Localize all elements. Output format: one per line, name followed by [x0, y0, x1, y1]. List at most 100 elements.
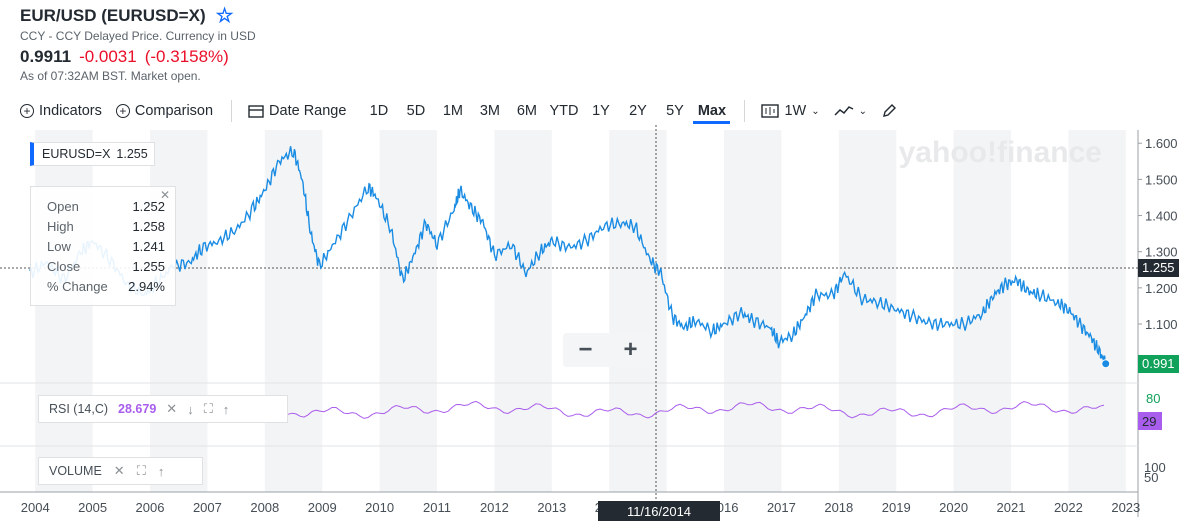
- x-tick-label: 2006: [136, 500, 165, 515]
- ohlc-label: Close: [47, 259, 81, 274]
- interval-label: 1W: [784, 103, 807, 119]
- range-1m[interactable]: 1M: [442, 103, 464, 119]
- arrow-up-icon[interactable]: ↑: [222, 401, 230, 417]
- chevron-down-icon: ⌄: [811, 105, 820, 117]
- year-band: [264, 130, 323, 492]
- indicators-label: Indicators: [39, 103, 102, 119]
- y-tick-label: 1.300: [1145, 245, 1178, 260]
- range-2y[interactable]: 2Y: [629, 103, 647, 119]
- plus-circle-icon: +: [20, 104, 34, 118]
- ohlc-tooltip: ✕ Open 1.252 High 1.258 Low 1.241 Close 1.25…: [30, 186, 176, 306]
- ohlc-value: 1.255: [132, 259, 165, 274]
- ohlc-close-row: Close 1.255: [47, 259, 165, 274]
- legend-symbol: EURUSD=X: [42, 147, 111, 161]
- star-icon[interactable]: ☆: [215, 5, 234, 27]
- expand-icon[interactable]: ⛶: [136, 463, 146, 478]
- year-band: [35, 130, 93, 492]
- quote-subtitle: CCY - CCY Delayed Price. Currency in USD: [20, 29, 256, 43]
- range-max[interactable]: Max: [693, 103, 731, 124]
- year-band: [609, 130, 667, 492]
- toolbar-divider: [744, 100, 746, 122]
- x-tick-label: 2010: [365, 500, 394, 515]
- date-range-button[interactable]: Date Range: [248, 103, 346, 119]
- x-tick-label: 2011: [423, 500, 451, 515]
- pencil-icon: [883, 104, 896, 117]
- price-change-percent: (-0.3158%): [144, 47, 229, 66]
- chart-type-select[interactable]: ⌄: [834, 105, 867, 117]
- price-change: -0.0031: [79, 47, 137, 66]
- volume-panel-legend: VOLUME ✕ ⛶ ↑: [38, 457, 203, 485]
- x-tick-label: 2017: [767, 500, 796, 515]
- chevron-down-icon: ⌄: [858, 105, 867, 117]
- draw-tool-button[interactable]: [881, 103, 897, 119]
- comparison-button[interactable]: + Comparison: [115, 103, 214, 119]
- legend-value: 1.255: [116, 147, 148, 161]
- x-tick-label: 2005: [78, 500, 107, 515]
- close-icon[interactable]: ✕: [159, 188, 170, 202]
- range-1y[interactable]: 1Y: [592, 103, 610, 119]
- x-tick-label: 2022: [1054, 500, 1083, 515]
- crosshair-price-tag: 1.255: [1138, 258, 1179, 277]
- y-tick-label: 1.400: [1145, 209, 1178, 224]
- interval-select[interactable]: 1W ⌄: [761, 103, 820, 119]
- y-tick-label: 1.200: [1145, 281, 1178, 296]
- range-ytd[interactable]: YTD: [549, 103, 579, 119]
- ohlc-label: High: [47, 219, 74, 234]
- zoom-out-button[interactable]: −: [578, 336, 593, 363]
- range-5y[interactable]: 5Y: [666, 103, 684, 119]
- range-3m[interactable]: 3M: [479, 103, 501, 119]
- current-price: 0.9911: [20, 47, 72, 66]
- price-chart[interactable]: yahoo!finance 1.6001.5001.4001.3001.2001…: [0, 125, 1200, 517]
- arrow-up-icon[interactable]: ↑: [157, 463, 165, 479]
- ohlc-low-row: Low 1.241: [47, 239, 165, 254]
- last-price-dot: [1101, 359, 1111, 369]
- zoom-controls: − +: [563, 333, 653, 367]
- y-tick-label: 1.100: [1145, 317, 1178, 332]
- volume-label: VOLUME: [49, 464, 102, 478]
- ohlc-label: Low: [47, 239, 71, 254]
- range-6m[interactable]: 6M: [516, 103, 538, 119]
- rsi-panel-legend: RSI (14,C) 28.679 ✕ ↓ ⛶ ↑: [38, 395, 288, 423]
- year-band: [494, 130, 552, 492]
- x-tick-label: 2021: [997, 500, 1026, 515]
- as-of-text: As of 07:32AM BST. Market open.: [20, 69, 201, 83]
- x-tick-label: 2007: [193, 500, 222, 515]
- price-row: 0.9911 -0.0031 (-0.3158%): [20, 47, 256, 67]
- ohlc-value: 2.94%: [128, 279, 165, 294]
- x-tick-label: 2009: [308, 500, 337, 515]
- ohlc-open-row: Open 1.252: [47, 199, 165, 214]
- rsi-value-tag: 29: [1138, 412, 1162, 430]
- year-band: [724, 130, 782, 492]
- x-tick-label: 2004: [21, 500, 50, 515]
- range-1d[interactable]: 1D: [369, 103, 389, 119]
- plus-circle-icon: +: [115, 104, 130, 118]
- chart-toolbar: + Indicators + Comparison Date Range 1D 5D…: [20, 100, 911, 124]
- x-tick-label: 2018: [824, 500, 853, 515]
- quote-title-row: EUR/USD (EURUSD=X) ☆: [20, 6, 256, 26]
- x-tick-label: 2020: [939, 500, 968, 515]
- year-band: [1068, 130, 1126, 492]
- date-range-label: Date Range: [269, 103, 347, 119]
- ohlc-value: 1.252: [132, 199, 165, 214]
- last-price-tag: 0.991: [1138, 354, 1179, 373]
- year-band: [379, 130, 438, 492]
- zoom-in-button[interactable]: +: [623, 336, 638, 363]
- x-tick-label: 2012: [480, 500, 509, 515]
- rsi-label: RSI (14,C): [49, 402, 109, 416]
- expand-icon[interactable]: ⛶: [203, 401, 213, 416]
- rsi-level-80: 80: [1146, 391, 1160, 406]
- range-5d[interactable]: 5D: [406, 103, 426, 119]
- close-icon[interactable]: ✕: [113, 463, 125, 478]
- ohlc-value: 1.258: [132, 219, 165, 234]
- arrow-down-icon[interactable]: ↓: [187, 401, 194, 417]
- indicators-button[interactable]: + Indicators: [20, 103, 102, 119]
- ohlc-value: 1.241: [132, 239, 165, 254]
- series-legend[interactable]: EURUSD=X 1.255: [30, 142, 155, 166]
- year-band: [150, 130, 208, 492]
- rsi-value: 28.679: [118, 402, 157, 416]
- year-bands: [35, 130, 1126, 492]
- quote-title: EUR/USD (EURUSD=X): [20, 6, 206, 25]
- comparison-label: Comparison: [134, 103, 214, 119]
- close-icon[interactable]: ✕: [166, 401, 178, 416]
- volume-tick-50: 50: [1144, 470, 1158, 485]
